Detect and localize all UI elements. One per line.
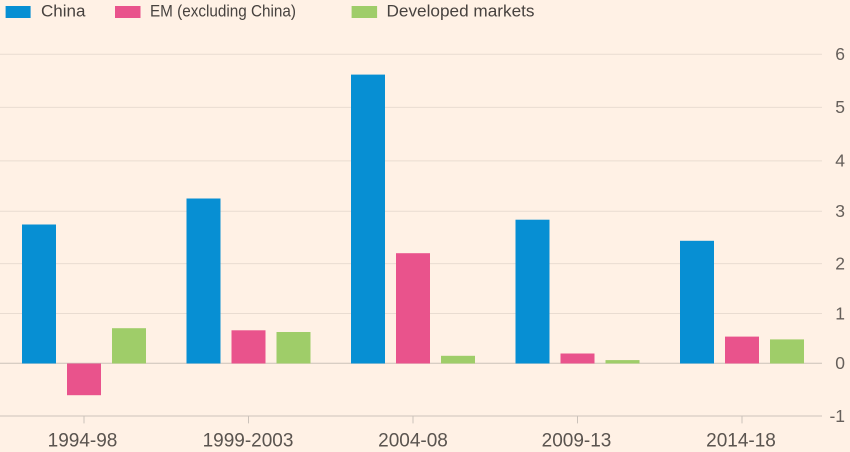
svg-text:1999-2003: 1999-2003	[203, 431, 294, 452]
svg-text:Developed markets: Developed markets	[387, 1, 535, 20]
svg-text:5: 5	[835, 97, 845, 117]
svg-text:1: 1	[835, 303, 845, 323]
svg-text:3: 3	[835, 201, 845, 221]
svg-text:2004-08: 2004-08	[378, 431, 448, 452]
svg-text:2014-18: 2014-18	[706, 431, 776, 452]
svg-text:1994-98: 1994-98	[48, 431, 118, 452]
svg-text:6: 6	[835, 44, 845, 64]
svg-text:-1: -1	[829, 406, 845, 426]
svg-text:4: 4	[835, 151, 845, 171]
svg-text:0: 0	[835, 353, 845, 373]
svg-text:2: 2	[835, 253, 845, 273]
svg-text:2009-13: 2009-13	[542, 431, 612, 452]
svg-text:EM (excluding China): EM (excluding China)	[150, 1, 296, 20]
svg-text:China: China	[41, 1, 86, 20]
